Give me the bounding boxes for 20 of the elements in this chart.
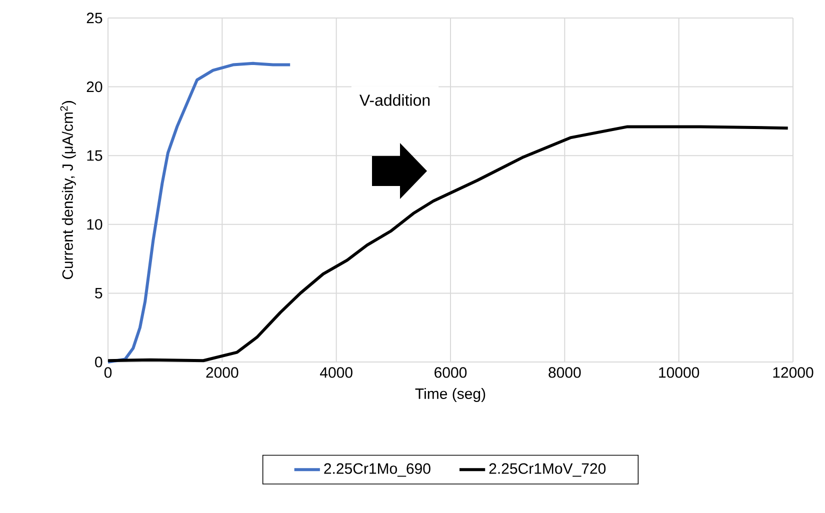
y-tick-label: 5 — [95, 288, 102, 298]
y-tick-label: 25 — [86, 12, 102, 24]
line-series — [106, 62, 292, 364]
line-series — [106, 125, 790, 362]
x-tick-label: 12000 — [773, 367, 814, 378]
x-tick-label: 0 — [104, 367, 112, 378]
legend-label: 2.25Cr1MoV_720 — [489, 463, 606, 477]
y-tick-label: 10 — [87, 219, 102, 230]
x-axis-title: Time (seg) — [415, 388, 486, 402]
x-tick-label: 6000 — [434, 367, 467, 378]
y-tick-label: 0 — [95, 356, 102, 368]
y-tick-label: 15 — [87, 150, 102, 161]
y-tick-label: 20 — [86, 81, 102, 92]
y-axis-title: Current density, J (μA/cm$^{2}$) — [60, 101, 76, 280]
x-tick-label: 10000 — [659, 367, 700, 378]
x-tick-label: 2000 — [206, 367, 238, 378]
x-tick-label: 4000 — [320, 367, 352, 378]
x-tick-label: 8000 — [548, 367, 581, 378]
legend-label: 2.25Cr1Mo_690 — [324, 463, 430, 477]
annotation: V-addition — [359, 94, 430, 106]
